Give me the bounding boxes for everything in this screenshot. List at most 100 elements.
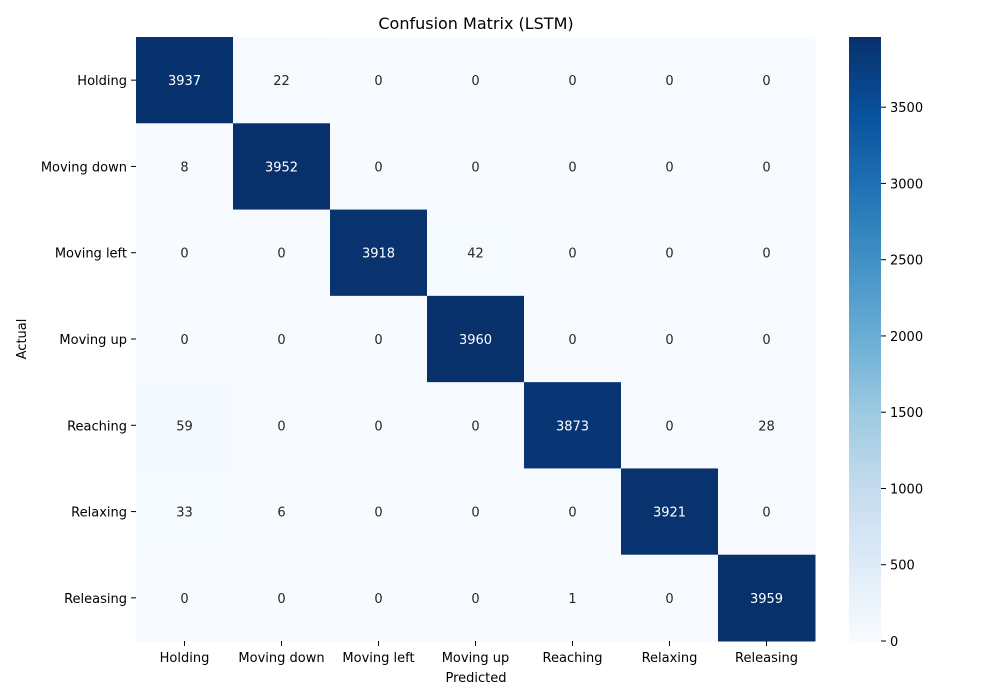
- colorbar: [849, 37, 881, 641]
- heatmap-cell: [136, 209, 234, 297]
- heatmap-cell: [621, 554, 719, 642]
- cell-value-label: 42: [467, 247, 484, 262]
- heatmap-cell: [621, 295, 719, 383]
- heatmap-cell: [233, 468, 331, 556]
- cell-value-label: 59: [176, 419, 193, 434]
- cell-value-label: 0: [665, 247, 673, 262]
- colorbar-tick-label: 2500: [890, 254, 923, 269]
- heatmap-cell: [233, 37, 331, 124]
- cell-value-label: 0: [665, 74, 673, 89]
- heatmap-cell: [233, 295, 331, 383]
- y-axis-label: Actual: [15, 319, 30, 360]
- heatmap-cell: [330, 209, 428, 297]
- cell-value-label: 0: [277, 247, 285, 262]
- heatmap-cell: [524, 295, 622, 383]
- heatmap-cell: [330, 123, 428, 211]
- x-tick-label: Holding: [160, 651, 210, 666]
- colorbar-tick-label: 3500: [890, 101, 923, 116]
- cell-value-label: 0: [762, 333, 770, 348]
- heatmap-cell: [136, 554, 234, 642]
- cell-value-label: 0: [277, 592, 285, 607]
- colorbar-tick-label: 0: [890, 635, 898, 650]
- x-tick-label: Releasing: [735, 651, 798, 666]
- y-tick-label: Moving down: [41, 160, 127, 175]
- cell-value-label: 0: [374, 160, 382, 175]
- colorbar-tick-label: 1500: [890, 406, 923, 421]
- cell-value-label: 0: [568, 74, 576, 89]
- cell-value-label: 0: [762, 160, 770, 175]
- cell-value-label: 0: [568, 506, 576, 521]
- heatmap-cell: [233, 554, 331, 642]
- heatmap-cell: [330, 382, 428, 469]
- cell-value-label: 0: [180, 247, 188, 262]
- heatmap-cell: [718, 209, 816, 297]
- heatmap-cell: [621, 382, 719, 469]
- cell-value-label: 3921: [653, 506, 686, 521]
- colorbar-tick-label: 2000: [890, 330, 923, 345]
- cell-value-label: 0: [374, 74, 382, 89]
- cell-value-label: 0: [374, 419, 382, 434]
- cell-value-label: 0: [762, 506, 770, 521]
- cell-value-label: 0: [471, 74, 479, 89]
- heatmap-cell: [524, 37, 622, 124]
- heatmap-cell: [524, 209, 622, 297]
- cell-value-label: 6: [277, 506, 285, 521]
- heatmap-cell: [330, 468, 428, 556]
- heatmap-cell: [136, 295, 234, 383]
- cell-value-label: 3873: [556, 419, 589, 434]
- heatmap-cell: [427, 37, 525, 124]
- heatmap-cell: [427, 382, 525, 469]
- colorbar-tick-label: 1000: [890, 482, 923, 497]
- x-axis-label: Predicted: [445, 671, 506, 686]
- heatmap-cell: [427, 209, 525, 297]
- heatmap-cell: [330, 295, 428, 383]
- cell-value-label: 0: [374, 333, 382, 348]
- heatmap-cell: [524, 554, 622, 642]
- x-tick-label: Moving down: [238, 651, 324, 666]
- heatmap-cell: [524, 123, 622, 211]
- cell-value-label: 33: [176, 506, 193, 521]
- cell-value-label: 0: [665, 592, 673, 607]
- cell-value-label: 0: [665, 333, 673, 348]
- cell-value-label: 0: [471, 592, 479, 607]
- cell-value-label: 0: [568, 333, 576, 348]
- heatmap-cell: [524, 468, 622, 556]
- cell-value-label: 0: [471, 160, 479, 175]
- heatmap-cell: [718, 468, 816, 556]
- cell-value-label: 0: [762, 74, 770, 89]
- heatmap-cell: [330, 554, 428, 642]
- y-tick-label: Holding: [77, 74, 127, 89]
- cell-value-label: 0: [665, 419, 673, 434]
- heatmap-cell: [427, 468, 525, 556]
- cell-value-label: 8: [180, 160, 188, 175]
- heatmap-cell: [718, 382, 816, 469]
- x-tick-label: Reaching: [543, 651, 603, 666]
- cell-annotations: 3937 22 0 0 0 0 0 8 3952 0 0 0 0 0 0 0 3918 42 0 0 0 0 0 0 3960 0…: [168, 74, 783, 607]
- heatmap-cell: [427, 295, 525, 383]
- heatmap-cell: [233, 382, 331, 469]
- cell-value-label: 0: [665, 160, 673, 175]
- chart-title: Confusion Matrix (LSTM): [378, 14, 573, 33]
- colorbar-tick-label: 500: [890, 559, 915, 574]
- heatmap-cell: [427, 123, 525, 211]
- heatmap-cell: [621, 209, 719, 297]
- heatmap-cell: [718, 123, 816, 211]
- cell-value-label: 3960: [459, 333, 492, 348]
- cell-value-label: 0: [277, 333, 285, 348]
- y-tick-label: Moving left: [55, 247, 127, 262]
- heatmap-cell: [718, 295, 816, 383]
- heatmap-cell: [524, 382, 622, 469]
- cell-value-label: 3959: [750, 592, 783, 607]
- y-tick-label: Moving up: [59, 333, 127, 348]
- cell-value-label: 0: [180, 592, 188, 607]
- cell-value-label: 1: [568, 592, 576, 607]
- cell-value-label: 0: [568, 247, 576, 262]
- heatmap-cell: [718, 554, 816, 642]
- cell-value-label: 0: [374, 592, 382, 607]
- heatmap-cell: [621, 468, 719, 556]
- colorbar-tick-label: 3000: [890, 177, 923, 192]
- x-tick-label: Moving up: [442, 651, 510, 666]
- cell-value-label: 0: [374, 506, 382, 521]
- cell-value-label: 0: [762, 247, 770, 262]
